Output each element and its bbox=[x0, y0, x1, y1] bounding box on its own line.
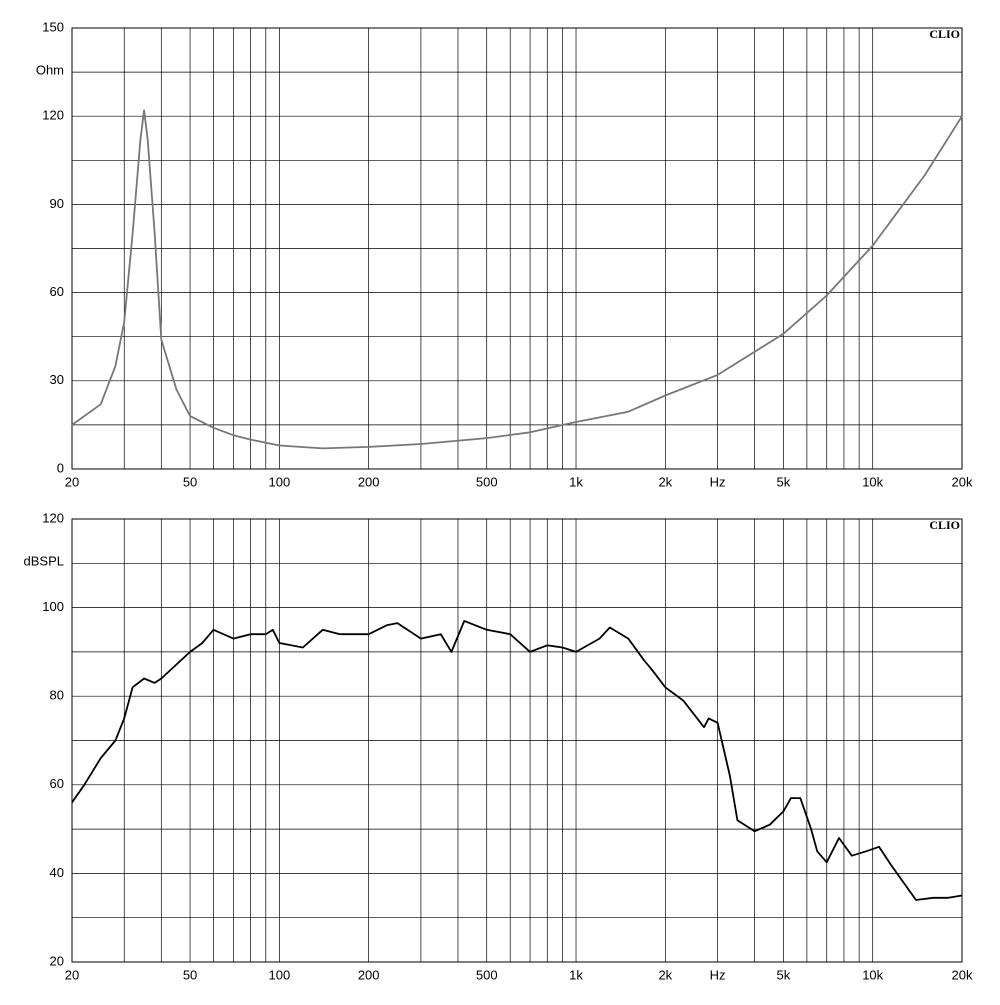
y-tick-label: 30 bbox=[50, 372, 64, 387]
x-tick-label: 100 bbox=[269, 967, 291, 982]
y-tick-label: 20 bbox=[50, 953, 64, 968]
x-tick-label: 20k bbox=[952, 474, 973, 489]
data-line bbox=[71, 620, 963, 901]
y-tick-label: 100 bbox=[42, 599, 64, 614]
x-tick-label: 10k bbox=[862, 967, 883, 982]
y-tick-label: 150 bbox=[42, 19, 64, 34]
x-tick-label: 500 bbox=[476, 967, 498, 982]
y-tick-label: 120 bbox=[42, 108, 64, 123]
x-tick-label: 2k bbox=[658, 474, 672, 489]
y-axis-label: Ohm bbox=[36, 62, 64, 77]
y-tick-label: 60 bbox=[50, 284, 64, 299]
y-tick-label: 80 bbox=[50, 688, 64, 703]
annotation: CLIO bbox=[929, 27, 960, 41]
x-tick-label: 5k bbox=[777, 967, 791, 982]
x-tick-label: 100 bbox=[269, 474, 291, 489]
x-tick-label: 2k bbox=[658, 967, 672, 982]
x-tick-label: Hz bbox=[710, 967, 726, 982]
x-tick-label: 20 bbox=[65, 967, 79, 982]
x-tick-label: Hz bbox=[710, 474, 726, 489]
x-tick-label: 50 bbox=[183, 967, 197, 982]
y-tick-label: 40 bbox=[50, 865, 64, 880]
annotation: CLIO bbox=[929, 518, 960, 532]
x-tick-label: 500 bbox=[476, 474, 498, 489]
x-tick-label: 1k bbox=[569, 474, 583, 489]
x-tick-label: 50 bbox=[183, 474, 197, 489]
y-tick-label: 90 bbox=[50, 196, 64, 211]
x-tick-label: 20 bbox=[65, 474, 79, 489]
x-tick-label: 5k bbox=[777, 474, 791, 489]
y-tick-label: 0 bbox=[57, 460, 64, 475]
x-tick-label: 200 bbox=[358, 967, 380, 982]
x-tick-label: 200 bbox=[358, 474, 380, 489]
y-axis-label: dBSPL bbox=[24, 553, 64, 568]
x-tick-label: 10k bbox=[862, 474, 883, 489]
x-tick-label: 20k bbox=[952, 967, 973, 982]
x-tick-label: 1k bbox=[569, 967, 583, 982]
y-tick-label: 60 bbox=[50, 776, 64, 791]
data-line bbox=[71, 109, 963, 450]
y-tick-label: 120 bbox=[42, 510, 64, 525]
